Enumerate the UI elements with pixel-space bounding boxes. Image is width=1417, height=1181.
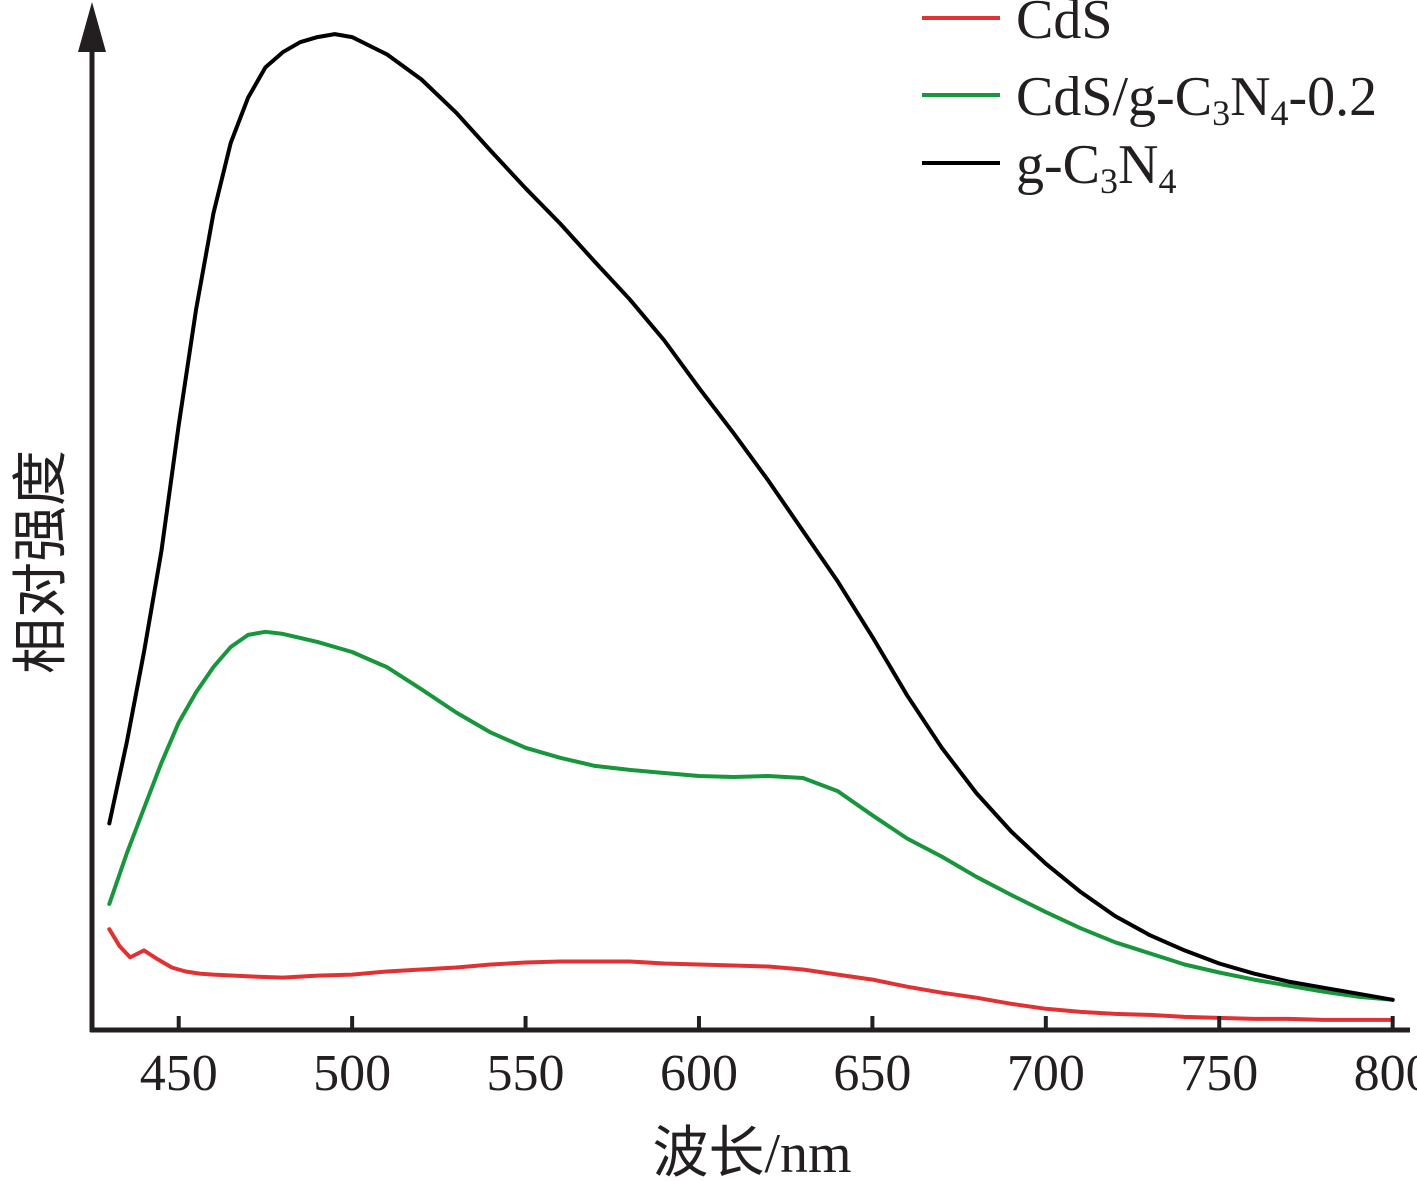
legend-item-cds: CdS [922, 0, 1113, 51]
y-axis-arrow [78, 2, 106, 52]
y-axis-label: 相对强度 [11, 450, 73, 674]
x-ticks: 450 500 550 600 650 700 750 800 [140, 1016, 1417, 1102]
x-axis-label: 波长/nm [652, 1123, 851, 1181]
x-tick-label: 600 [660, 1045, 738, 1102]
x-tick-label: 500 [313, 1045, 391, 1102]
legend-label-cds: CdS [1016, 0, 1113, 51]
series-line-g_c3n4 [107, 32, 1395, 1002]
series-line-cds [107, 927, 1395, 1022]
x-tick-label: 750 [1180, 1045, 1258, 1102]
series-layer [107, 32, 1395, 1022]
x-tick-label: 800 [1354, 1045, 1417, 1102]
legend-item-composite: CdS/g-C3N4-0.2 [922, 66, 1377, 133]
legend: CdS CdS/g-C3N4-0.2g-C3N4 [922, 0, 1377, 201]
x-tick-label: 650 [833, 1045, 911, 1102]
legend-label-g_c3n4: g-C3N4 [1016, 134, 1176, 201]
x-tick-label: 550 [487, 1045, 565, 1102]
x-tick-label: 700 [1007, 1045, 1085, 1102]
x-tick-label: 450 [140, 1045, 218, 1102]
legend-item-g_c3n4: g-C3N4 [922, 134, 1176, 201]
legend-label-composite: CdS/g-C3N4-0.2 [1016, 66, 1377, 133]
axes [78, 2, 1410, 1033]
series-line-composite [107, 629, 1395, 1002]
